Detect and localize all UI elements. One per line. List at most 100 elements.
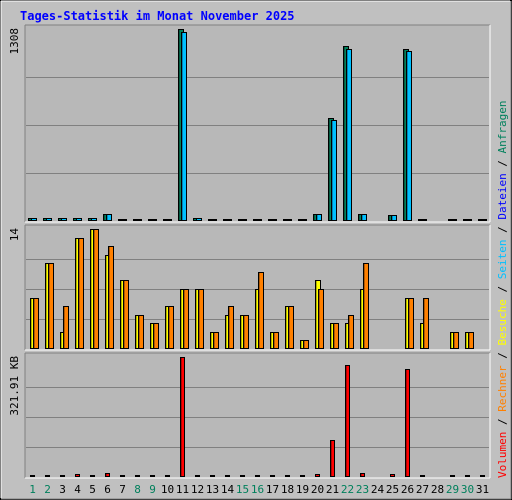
bar-visits-rechner-day-4 <box>78 238 84 349</box>
x-tick-day-13: 13 <box>206 483 219 496</box>
bar-visits-rechner-day-8 <box>138 315 144 349</box>
bar-volume-volumen-day-25 <box>390 474 395 477</box>
legend-separator: / <box>496 346 509 366</box>
x-tick-day-29: 29 <box>446 483 459 496</box>
bar-volume-volumen-day-20 <box>315 474 320 477</box>
bar-visits-rechner-day-15 <box>243 315 249 349</box>
bar-visits-rechner-day-21 <box>333 323 339 349</box>
bar-visits-rechner-day-27 <box>423 298 429 349</box>
x-tick-day-8: 8 <box>134 483 141 496</box>
x-tick-day-31: 31 <box>476 483 489 496</box>
bar-visits-rechner-day-20 <box>318 289 324 349</box>
bar-hits-dateien-day-11 <box>181 32 187 221</box>
panel-volume: 321.91 KB <box>8 352 491 479</box>
bar-volume-volumen-day-22 <box>345 365 350 477</box>
bar-hits-dateien-day-7 <box>121 219 127 221</box>
bar-hits-dateien-day-22 <box>346 49 352 221</box>
bar-hits-dateien-day-10 <box>166 219 172 221</box>
bar-volume-volumen-day-13 <box>210 475 215 477</box>
legend-entry-rechner: Rechner <box>496 365 509 412</box>
bar-visits-rechner-day-22 <box>348 315 354 349</box>
bar-volume-volumen-day-27 <box>420 475 425 477</box>
bar-hits-dateien-day-19 <box>301 219 307 221</box>
x-tick-day-10: 10 <box>161 483 174 496</box>
x-tick-day-16: 16 <box>251 483 264 496</box>
bar-hits-dateien-day-23 <box>361 214 367 221</box>
legend-entry-besuche: Besuche <box>496 299 509 345</box>
legend-entry-volumen: Volumen <box>496 432 509 478</box>
chart-legend: Volumen / Rechner / Besuche / Seiten / D… <box>496 100 509 478</box>
bar-visits-rechner-day-9 <box>153 323 159 349</box>
bar-volume-volumen-day-2 <box>45 475 50 477</box>
bar-hits-dateien-day-3 <box>61 218 67 221</box>
bar-visits-rechner-day-14 <box>228 306 234 349</box>
legend-entry-dateien: Dateien <box>496 173 509 219</box>
x-tick-day-18: 18 <box>281 483 294 496</box>
chart-panels: 1308 14 321.91 KB <box>8 24 491 479</box>
bar-visits-rechner-day-11 <box>183 289 189 349</box>
bar-hits-dateien-day-21 <box>331 120 337 221</box>
panel-background <box>25 353 490 478</box>
x-tick-day-12: 12 <box>191 483 204 496</box>
x-tick-day-23: 23 <box>356 483 369 496</box>
bar-hits-dateien-day-27 <box>421 219 427 221</box>
x-tick-day-14: 14 <box>221 483 235 496</box>
x-axis-labels: 1 2 3 4 5 6 7 8 9 10 11 12 13 14 15 16 17 18 19 20 21 22 23 24 2… <box>29 483 489 496</box>
bar-volume-volumen-day-30 <box>465 475 470 477</box>
x-tick-day-2: 2 <box>44 483 51 496</box>
bar-volume-volumen-day-3 <box>60 475 65 477</box>
x-tick-day-9: 9 <box>149 483 156 496</box>
bar-volume-volumen-day-12 <box>195 475 200 477</box>
bar-hits-dateien-day-20 <box>316 214 322 221</box>
bar-volume-volumen-day-16 <box>255 475 260 477</box>
bar-hits-dateien-day-18 <box>286 219 292 221</box>
x-tick-day-1: 1 <box>29 483 36 496</box>
bar-volume-volumen-day-14 <box>225 475 230 477</box>
bar-hits-dateien-day-1 <box>31 218 37 221</box>
bar-volume-volumen-day-18 <box>285 475 290 477</box>
chart-title: Tages-Statistik im Monat November 2025 <box>20 9 295 23</box>
x-tick-day-21: 21 <box>326 483 339 496</box>
x-tick-day-6: 6 <box>104 483 111 496</box>
bar-visits-rechner-day-5 <box>93 229 99 349</box>
bar-visits-rechner-day-23 <box>363 263 369 349</box>
bar-volume-volumen-day-15 <box>240 475 245 477</box>
bar-hits-dateien-day-13 <box>211 219 217 221</box>
bar-hits-dateien-day-16 <box>256 219 262 221</box>
bar-visits-rechner-day-16 <box>258 272 264 349</box>
legend-separator: / <box>496 220 509 240</box>
bar-visits-rechner-day-13 <box>213 332 219 349</box>
bar-volume-volumen-day-31 <box>480 475 485 477</box>
legend-separator: / <box>496 279 509 299</box>
bar-volume-volumen-day-5 <box>90 475 95 477</box>
x-tick-day-3: 3 <box>59 483 66 496</box>
bar-hits-dateien-day-31 <box>481 219 487 221</box>
bar-hits-dateien-day-30 <box>466 219 472 221</box>
bar-volume-volumen-day-21 <box>330 440 335 477</box>
bar-hits-dateien-day-12 <box>196 218 202 221</box>
x-tick-day-25: 25 <box>386 483 399 496</box>
bar-hits-dateien-day-6 <box>106 214 112 221</box>
legend-separator: / <box>496 153 509 173</box>
bar-volume-volumen-day-17 <box>270 475 275 477</box>
bar-visits-rechner-day-17 <box>273 332 279 349</box>
bar-visits-rechner-day-10 <box>168 306 174 349</box>
bar-visits-rechner-day-7 <box>123 280 129 349</box>
bar-volume-volumen-day-19 <box>300 475 305 477</box>
x-tick-day-17: 17 <box>266 483 279 496</box>
bar-hits-dateien-day-26 <box>406 51 412 221</box>
bar-visits-rechner-day-12 <box>198 289 204 349</box>
x-tick-day-7: 7 <box>119 483 126 496</box>
bar-volume-volumen-day-11 <box>180 357 185 477</box>
x-tick-day-20: 20 <box>311 483 324 496</box>
x-tick-day-22: 22 <box>341 483 354 496</box>
bar-hits-dateien-day-5 <box>91 218 97 221</box>
bar-visits-rechner-day-29 <box>453 332 459 349</box>
bar-hits-dateien-day-15 <box>241 219 247 221</box>
bar-visits-rechner-day-18 <box>288 306 294 349</box>
bar-volume-volumen-day-9 <box>150 475 155 477</box>
bar-volume-volumen-day-1 <box>30 475 35 477</box>
bar-hits-dateien-day-8 <box>136 219 142 221</box>
bar-hits-dateien-day-2 <box>46 218 52 221</box>
